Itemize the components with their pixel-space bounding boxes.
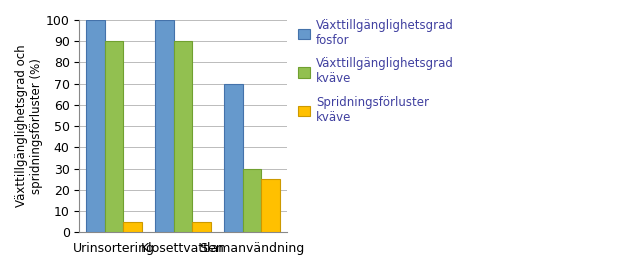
Bar [174, 41, 192, 232]
Bar [86, 20, 104, 232]
Bar [261, 179, 280, 232]
Bar [123, 222, 142, 232]
Bar [224, 84, 243, 232]
Y-axis label: Växttillgänglighetsgrad och
spridningsförluster (%): Växttillgänglighetsgrad och spridningsfö… [15, 45, 43, 207]
Bar [155, 20, 174, 232]
Bar [242, 168, 261, 232]
Legend: Växttillgänglighetsgrad
fosfor, Växttillgänglighetsgrad
kväve, Spridningsförlust: Växttillgänglighetsgrad fosfor, Växttill… [294, 15, 458, 128]
Bar [192, 222, 211, 232]
Bar [104, 41, 123, 232]
